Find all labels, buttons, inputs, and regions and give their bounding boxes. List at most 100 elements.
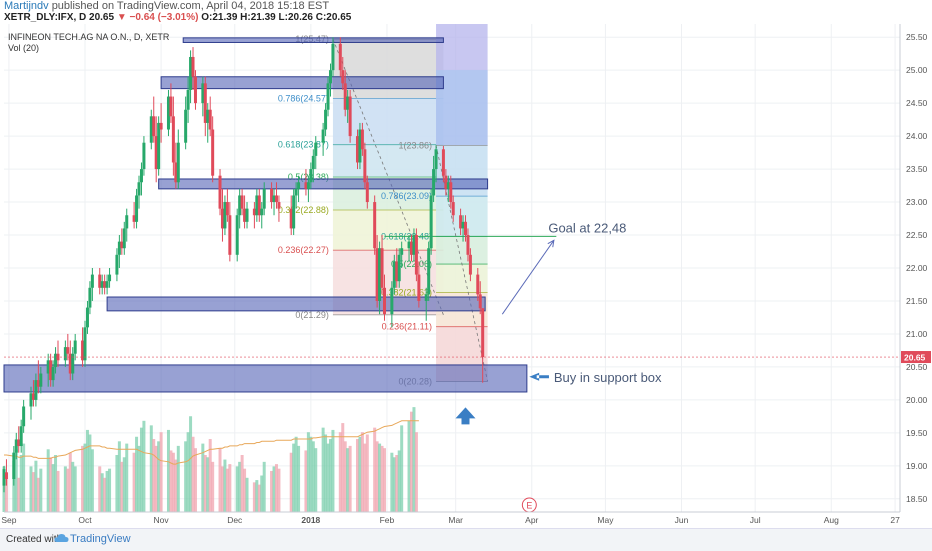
volume-bar — [174, 459, 178, 512]
candle-body — [81, 340, 85, 361]
candle-body — [4, 472, 8, 480]
volume-bar — [243, 468, 247, 512]
price-tick-label: 20.00 — [906, 395, 928, 405]
candle-body — [407, 241, 411, 249]
volume-bar — [19, 455, 23, 512]
price-tick-label: 19.00 — [906, 461, 928, 471]
candle-body — [390, 287, 394, 315]
price-axis: 25.50 25.00 24.50 24.00 23.50 23.00 22.50 22.00… — [899, 24, 932, 512]
volume-bar — [142, 420, 146, 512]
candle-body — [17, 439, 21, 447]
earnings-marker-label: E — [526, 501, 532, 511]
candle-body — [100, 281, 104, 288]
created-with-label: Created with — [6, 534, 63, 545]
price-tick-label: 25.00 — [906, 65, 928, 75]
candle-body — [306, 182, 310, 189]
volume-bar — [71, 461, 75, 512]
zone-box — [182, 37, 444, 43]
volume-bar — [137, 445, 141, 512]
candle-body — [223, 202, 227, 229]
candles — [2, 37, 485, 493]
candle-body — [166, 96, 170, 130]
zone-box — [158, 178, 489, 190]
candle-body — [19, 426, 23, 447]
volume-bar — [292, 443, 296, 512]
fib-extension-band — [436, 70, 488, 146]
trend-dashed-line — [435, 145, 488, 382]
ohlc-values: O:21.39 H:21.39 L:20.26 C:20.65 — [201, 12, 352, 23]
volume-bar — [122, 457, 126, 512]
volume-bar — [49, 457, 53, 512]
last-price-tag-label: 20.65 — [904, 353, 926, 363]
volume-bar — [154, 445, 158, 512]
candle-body — [449, 182, 453, 203]
buy-arrow-up-icon — [455, 407, 476, 425]
volume-bar — [382, 448, 386, 512]
volume-bar — [169, 450, 173, 512]
volume-bar — [252, 482, 256, 512]
volume-bar — [257, 484, 261, 512]
price-chart[interactable]: 1(25.47)0.786(24.57)0.618(23.87)0.5(23.3… — [0, 0, 932, 528]
candle-body — [289, 208, 293, 229]
candle-body — [31, 393, 35, 400]
candle-body — [360, 129, 364, 150]
goal-arrow-shaft — [501, 240, 555, 315]
candle-body — [446, 182, 450, 189]
time-tick-label: Dec — [227, 515, 243, 525]
volume-bar — [105, 470, 109, 512]
volume-bar — [331, 429, 335, 512]
fib-level-label: 0.5(22.06) — [391, 259, 432, 269]
candle-body — [206, 109, 210, 123]
tradingview-brand[interactable]: TradingView — [70, 533, 131, 545]
time-tick-label: Feb — [380, 515, 395, 525]
author-name[interactable]: Martijndv — [4, 0, 49, 12]
volume-bar — [29, 466, 33, 512]
candle-body — [46, 360, 50, 374]
zone-box — [3, 364, 528, 393]
price-tick-label: 24.00 — [906, 131, 928, 141]
price-tick-label: 22.50 — [906, 230, 928, 240]
candle-body — [341, 70, 345, 84]
volume-bar — [85, 429, 89, 512]
candle-body — [66, 347, 70, 354]
fib-level-label: 0.786(23.09) — [381, 191, 432, 201]
price-tick-label: 21.50 — [906, 296, 928, 306]
candle-body — [22, 406, 26, 427]
volume-bar — [184, 441, 188, 512]
volume-bar — [17, 477, 21, 512]
candle-body — [51, 366, 55, 381]
candle-body — [218, 175, 222, 209]
price-tick-label: 25.50 — [906, 32, 928, 42]
volume-bar — [314, 448, 318, 512]
candle-body — [201, 83, 205, 104]
volume-bar — [12, 460, 16, 512]
price-tick-label: 18.50 — [906, 494, 928, 504]
candle-body — [314, 142, 318, 156]
volume-bar — [117, 441, 121, 512]
candle-body — [429, 195, 433, 249]
candle-body — [240, 195, 244, 209]
candle-body — [365, 182, 369, 203]
candle-body — [338, 43, 342, 71]
volume-bar — [223, 459, 227, 512]
time-tick-label: Mar — [448, 515, 463, 525]
volume-bar — [289, 452, 293, 512]
support-annotation: Buy in support box — [554, 370, 662, 385]
publish-info: published on TradingView.com, April 04, … — [51, 0, 330, 12]
candle-body — [203, 83, 207, 123]
volume-bar — [159, 432, 163, 512]
volume-bar — [56, 470, 60, 512]
ohlc-line: XETR_DLY:IFX, D 20.65 ▼ −0.64 (−3.01%) O… — [4, 12, 351, 23]
candle-body — [468, 254, 472, 275]
price-tick-label: 24.50 — [906, 98, 928, 108]
volume-bar — [321, 427, 325, 512]
candle-body — [395, 261, 399, 282]
candle-body — [476, 274, 480, 295]
candle-body — [304, 182, 308, 189]
volume-bar — [270, 470, 274, 512]
volume-bar — [245, 477, 249, 512]
fib-band — [332, 144, 444, 177]
volume-bar — [225, 468, 229, 512]
candle-body — [294, 188, 298, 196]
candle-body — [432, 169, 436, 196]
